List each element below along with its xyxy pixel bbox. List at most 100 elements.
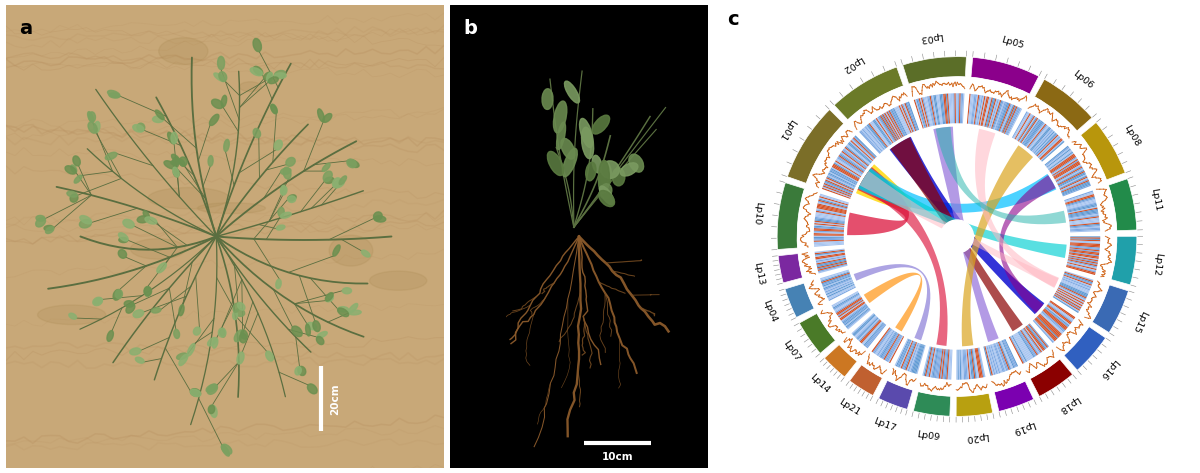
- Ellipse shape: [113, 289, 121, 300]
- Wedge shape: [1068, 256, 1098, 263]
- Text: Lp09: Lp09: [917, 430, 941, 442]
- Wedge shape: [902, 342, 916, 369]
- Wedge shape: [823, 183, 852, 195]
- Ellipse shape: [92, 297, 102, 306]
- Wedge shape: [1055, 293, 1081, 309]
- Wedge shape: [974, 348, 980, 378]
- Wedge shape: [926, 347, 934, 377]
- Ellipse shape: [133, 124, 144, 132]
- Ellipse shape: [209, 405, 215, 413]
- Wedge shape: [862, 362, 884, 378]
- Wedge shape: [1070, 245, 1100, 248]
- Wedge shape: [956, 390, 989, 396]
- Wedge shape: [974, 95, 980, 125]
- Ellipse shape: [131, 239, 185, 259]
- Wedge shape: [1026, 123, 1045, 148]
- Wedge shape: [1036, 133, 1057, 155]
- Ellipse shape: [281, 186, 287, 195]
- Wedge shape: [1066, 266, 1096, 275]
- Wedge shape: [828, 174, 856, 188]
- Wedge shape: [816, 210, 846, 217]
- Wedge shape: [859, 320, 881, 342]
- Text: Lp03: Lp03: [919, 31, 943, 43]
- Ellipse shape: [36, 218, 46, 227]
- Wedge shape: [1068, 211, 1098, 218]
- Wedge shape: [1069, 214, 1099, 219]
- Wedge shape: [1055, 166, 1082, 181]
- Ellipse shape: [119, 250, 126, 258]
- Ellipse shape: [151, 308, 161, 313]
- Wedge shape: [865, 126, 884, 150]
- Wedge shape: [1069, 254, 1098, 260]
- Wedge shape: [902, 104, 914, 132]
- Wedge shape: [826, 281, 853, 294]
- Ellipse shape: [108, 90, 120, 97]
- Wedge shape: [961, 93, 964, 123]
- Wedge shape: [1064, 191, 1093, 201]
- Wedge shape: [835, 295, 860, 312]
- Wedge shape: [937, 349, 942, 378]
- Wedge shape: [960, 350, 962, 380]
- Wedge shape: [1063, 275, 1092, 287]
- Wedge shape: [832, 292, 859, 307]
- Wedge shape: [858, 318, 880, 341]
- Wedge shape: [1031, 128, 1051, 151]
- Ellipse shape: [338, 307, 348, 312]
- Wedge shape: [839, 300, 864, 318]
- Wedge shape: [1069, 215, 1099, 220]
- Ellipse shape: [266, 72, 272, 82]
- Wedge shape: [966, 350, 970, 379]
- Ellipse shape: [582, 127, 594, 158]
- Text: Lp15: Lp15: [1130, 309, 1148, 334]
- Wedge shape: [815, 220, 845, 225]
- Wedge shape: [1067, 201, 1096, 210]
- Wedge shape: [1060, 284, 1087, 298]
- Wedge shape: [887, 111, 902, 138]
- Wedge shape: [968, 94, 972, 124]
- Wedge shape: [900, 105, 912, 133]
- Wedge shape: [1058, 173, 1086, 187]
- Wedge shape: [824, 279, 852, 292]
- Wedge shape: [1067, 261, 1097, 269]
- Wedge shape: [1050, 156, 1076, 174]
- Wedge shape: [854, 316, 877, 338]
- Wedge shape: [883, 113, 899, 140]
- Wedge shape: [944, 350, 948, 379]
- Wedge shape: [844, 306, 868, 324]
- Ellipse shape: [125, 301, 134, 307]
- Ellipse shape: [547, 151, 564, 175]
- Wedge shape: [827, 284, 854, 298]
- Wedge shape: [1025, 122, 1043, 146]
- Ellipse shape: [233, 311, 238, 320]
- Wedge shape: [823, 184, 852, 196]
- Wedge shape: [1069, 221, 1099, 226]
- Wedge shape: [1048, 150, 1073, 169]
- Ellipse shape: [106, 152, 118, 160]
- Wedge shape: [1037, 135, 1060, 158]
- Wedge shape: [1068, 255, 1098, 262]
- Wedge shape: [935, 95, 940, 125]
- Wedge shape: [884, 334, 900, 360]
- Wedge shape: [1022, 119, 1040, 144]
- Wedge shape: [899, 340, 912, 368]
- Wedge shape: [828, 287, 856, 301]
- Wedge shape: [822, 186, 851, 198]
- Wedge shape: [836, 158, 863, 175]
- Wedge shape: [1067, 202, 1097, 210]
- Wedge shape: [1039, 138, 1062, 159]
- Wedge shape: [836, 298, 863, 315]
- Ellipse shape: [600, 186, 614, 205]
- Wedge shape: [785, 283, 815, 317]
- Wedge shape: [886, 335, 901, 361]
- Wedge shape: [817, 260, 846, 267]
- Ellipse shape: [218, 72, 227, 81]
- Ellipse shape: [332, 178, 341, 187]
- Wedge shape: [1070, 229, 1100, 231]
- Ellipse shape: [599, 191, 614, 207]
- Wedge shape: [938, 349, 943, 379]
- Ellipse shape: [89, 112, 96, 122]
- Wedge shape: [833, 294, 859, 310]
- Wedge shape: [1058, 172, 1086, 186]
- Wedge shape: [887, 377, 913, 390]
- Wedge shape: [821, 272, 850, 283]
